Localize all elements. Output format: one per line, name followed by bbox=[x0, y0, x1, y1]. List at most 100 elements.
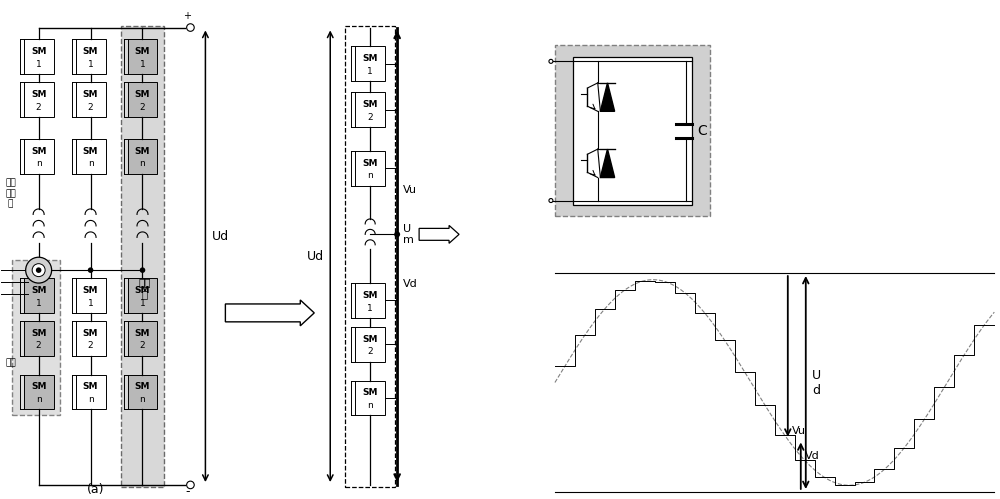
Bar bbox=[355, 92, 385, 127]
Circle shape bbox=[32, 263, 45, 276]
Bar bbox=[24, 278, 54, 313]
Text: 桥臂: 桥臂 bbox=[5, 358, 16, 367]
Text: SM: SM bbox=[135, 147, 150, 156]
Text: SM: SM bbox=[83, 382, 98, 391]
Text: SM: SM bbox=[83, 286, 98, 295]
Circle shape bbox=[88, 267, 93, 273]
Text: 1: 1 bbox=[88, 299, 93, 308]
Bar bbox=[24, 321, 54, 356]
Bar bbox=[345, 25, 395, 487]
Bar bbox=[76, 375, 106, 409]
Text: SM: SM bbox=[83, 147, 98, 156]
FancyArrow shape bbox=[419, 226, 459, 244]
Bar bbox=[24, 39, 54, 74]
Text: SM: SM bbox=[135, 47, 150, 56]
Text: SM: SM bbox=[31, 286, 46, 295]
Text: SM: SM bbox=[135, 328, 150, 337]
Bar bbox=[24, 375, 54, 409]
Bar bbox=[76, 39, 106, 74]
Text: 2: 2 bbox=[367, 347, 373, 356]
Text: n: n bbox=[140, 160, 145, 169]
Circle shape bbox=[36, 267, 41, 273]
Bar bbox=[355, 151, 385, 186]
Text: Ud: Ud bbox=[307, 250, 324, 263]
Text: Vu: Vu bbox=[403, 185, 417, 195]
Text: Vu: Vu bbox=[792, 426, 806, 436]
Bar bbox=[76, 82, 106, 117]
Text: SM: SM bbox=[362, 159, 378, 168]
Polygon shape bbox=[600, 149, 615, 178]
Text: 2: 2 bbox=[140, 341, 145, 350]
Text: 1: 1 bbox=[367, 303, 373, 313]
Text: SM: SM bbox=[31, 147, 46, 156]
Bar bbox=[128, 321, 157, 356]
Text: U
d: U d bbox=[812, 368, 821, 397]
Bar bbox=[24, 139, 54, 174]
Bar bbox=[555, 45, 710, 217]
Text: 2: 2 bbox=[88, 103, 93, 112]
Text: 1: 1 bbox=[140, 299, 145, 308]
Text: Vd: Vd bbox=[805, 452, 820, 462]
Text: SM: SM bbox=[83, 47, 98, 56]
Text: 相单
元: 相单 元 bbox=[138, 277, 151, 299]
Text: SM: SM bbox=[135, 286, 150, 295]
Bar bbox=[128, 278, 157, 313]
Text: SM: SM bbox=[135, 90, 150, 99]
FancyArrow shape bbox=[225, 300, 314, 326]
Text: 换流
电抗
器: 换流 电抗 器 bbox=[5, 179, 16, 209]
Bar bbox=[24, 82, 54, 117]
Text: SM: SM bbox=[31, 328, 46, 337]
Bar bbox=[128, 39, 157, 74]
Bar bbox=[12, 260, 60, 415]
Text: 1: 1 bbox=[36, 299, 42, 308]
Text: U
m: U m bbox=[403, 224, 414, 245]
Text: SM: SM bbox=[135, 382, 150, 391]
Text: n: n bbox=[140, 395, 145, 404]
Text: Vd: Vd bbox=[403, 278, 418, 288]
Text: +: + bbox=[183, 10, 191, 20]
Bar bbox=[573, 57, 692, 205]
Bar bbox=[76, 139, 106, 174]
Bar bbox=[355, 381, 385, 415]
Text: n: n bbox=[88, 160, 93, 169]
Text: n: n bbox=[36, 160, 42, 169]
Text: 2: 2 bbox=[367, 113, 373, 122]
Text: 1: 1 bbox=[88, 60, 93, 69]
Text: SM: SM bbox=[83, 90, 98, 99]
Circle shape bbox=[549, 59, 553, 63]
Text: 2: 2 bbox=[88, 341, 93, 350]
Text: n: n bbox=[88, 395, 93, 404]
Text: SM: SM bbox=[31, 90, 46, 99]
Text: 1: 1 bbox=[367, 67, 373, 76]
Circle shape bbox=[394, 232, 400, 238]
Text: 2: 2 bbox=[36, 103, 41, 112]
Text: SM: SM bbox=[362, 334, 378, 343]
Bar bbox=[355, 327, 385, 362]
Text: Ud: Ud bbox=[211, 230, 229, 243]
Text: SM: SM bbox=[362, 388, 378, 397]
Circle shape bbox=[187, 24, 194, 31]
Bar bbox=[128, 375, 157, 409]
Circle shape bbox=[187, 481, 194, 489]
Text: -: - bbox=[185, 485, 190, 498]
Text: SM: SM bbox=[362, 291, 378, 300]
Text: 1: 1 bbox=[140, 60, 145, 69]
Text: SM: SM bbox=[362, 100, 378, 109]
Text: n: n bbox=[367, 401, 373, 410]
Text: (a): (a) bbox=[87, 483, 104, 496]
Bar bbox=[121, 25, 164, 487]
Bar bbox=[128, 82, 157, 117]
Bar bbox=[128, 139, 157, 174]
Bar bbox=[76, 278, 106, 313]
Text: 1: 1 bbox=[36, 60, 42, 69]
Circle shape bbox=[26, 257, 52, 283]
Text: C: C bbox=[698, 124, 707, 138]
Polygon shape bbox=[600, 83, 615, 111]
Text: SM: SM bbox=[362, 54, 378, 63]
Text: SM: SM bbox=[31, 47, 46, 56]
Text: SM: SM bbox=[31, 382, 46, 391]
Circle shape bbox=[140, 267, 145, 273]
Circle shape bbox=[549, 199, 553, 203]
Bar bbox=[355, 46, 385, 81]
Text: 2: 2 bbox=[140, 103, 145, 112]
